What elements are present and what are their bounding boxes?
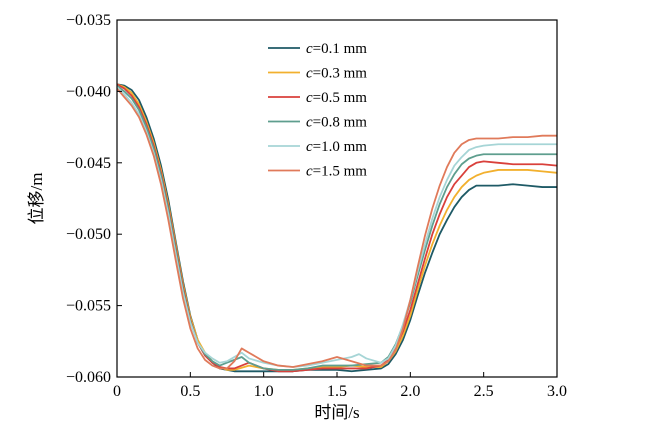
series-layer [116,83,558,373]
x-tick-label: 0.5 [180,383,200,400]
x-tick-label: 2.0 [400,383,420,400]
y-tick-label: −0.055 [66,298,111,315]
y-tick-label: −0.035 [66,12,111,29]
legend-label: c=0.8 mm [306,115,367,131]
legend-label: c=1.5 mm [306,164,367,180]
x-tick-label: 3.0 [547,383,567,400]
y-axis-title: 位移/m [27,173,46,225]
legend-label: c=0.5 mm [306,90,367,106]
ticks-layer: 0 0.5 1.0 1.5 2.0 2.5 3.0 −0.060 −0.055 −0.050 −0.… [66,12,567,400]
y-tick-label: −0.060 [66,369,111,386]
x-tick-label: 0 [113,383,121,400]
x-axis-title: 时间/s [314,403,359,422]
series-line-6 [116,87,557,370]
series-line-5 [116,86,557,368]
x-tick-label: 1.0 [254,383,274,400]
legend: c=0.1 mm c=0.3 mm c=0.5 mm c=0.8 mm c=1.0 mm… [268,41,367,180]
x-tick-label: 1.5 [327,383,347,400]
y-tick-label: −0.040 [66,83,111,100]
y-tick-label: −0.045 [66,155,111,172]
y-tick-label: −0.050 [66,226,111,243]
legend-label: c=0.1 mm [306,41,367,57]
legend-label: c=0.3 mm [306,66,367,82]
legend-label: c=1.0 mm [306,139,367,155]
x-tick-label: 2.5 [474,383,494,400]
